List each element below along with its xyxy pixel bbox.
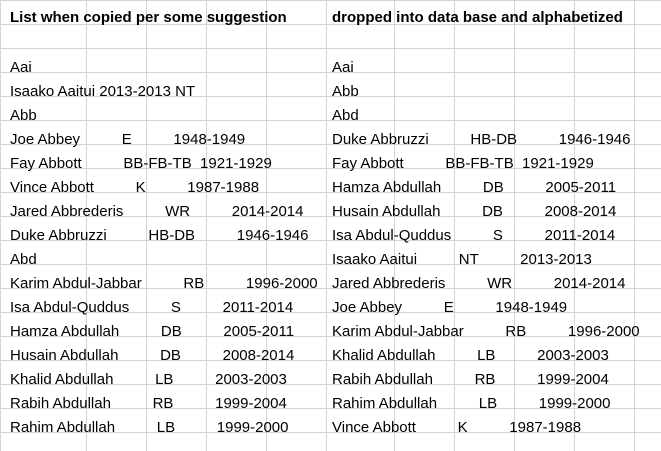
- list-cell[interactable]: Isaako Aaitui NT 2013-2013: [332, 251, 592, 268]
- list-cell[interactable]: Aai: [10, 59, 32, 76]
- list-cell[interactable]: Vince Abbott K 1987-1988: [10, 179, 260, 196]
- list-cell[interactable]: Hamza Abdullah DB 2005-2011: [332, 179, 617, 196]
- column-divider: [146, 0, 147, 451]
- list-cell[interactable]: Abb: [332, 83, 359, 100]
- list-cell[interactable]: Husain Abdullah DB 2008-2014: [332, 203, 617, 220]
- list-cell[interactable]: Isa Abdul-Quddus S 2011-2014: [10, 299, 294, 316]
- list-cell[interactable]: Rabih Abdullah RB 1999-2004: [332, 371, 609, 388]
- list-cell[interactable]: Duke Abbruzzi HB-DB 1946-1946: [332, 131, 631, 148]
- list-cell[interactable]: Rahim Abdullah LB 1999-2000: [332, 395, 611, 412]
- list-cell[interactable]: Duke Abbruzzi HB-DB 1946-1946: [10, 227, 309, 244]
- column-divider: [206, 0, 207, 451]
- column-divider: [574, 0, 575, 451]
- list-cell[interactable]: Fay Abbott BB-FB-TB 1921-1929: [10, 155, 272, 172]
- column-divider: [514, 0, 515, 451]
- right-list-header[interactable]: dropped into data base and alphabetized: [332, 9, 623, 26]
- list-cell[interactable]: Abd: [332, 107, 359, 124]
- left-list-header[interactable]: List when copied per some suggestion: [10, 9, 287, 26]
- list-cell[interactable]: Hamza Abdullah DB 2005-2011: [10, 323, 295, 340]
- column-divider: [86, 0, 87, 451]
- column-divider: [454, 0, 455, 451]
- list-cell[interactable]: Karim Abdul-Jabbar RB 1996-2000: [10, 275, 318, 292]
- list-cell[interactable]: Rabih Abdullah RB 1999-2004: [10, 395, 287, 412]
- list-cell[interactable]: Isa Abdul-Quddus S 2011-2014: [332, 227, 616, 244]
- list-cell[interactable]: Abd: [10, 251, 37, 268]
- list-cell[interactable]: Rahim Abdullah LB 1999-2000: [10, 419, 289, 436]
- column-divider: [634, 0, 635, 451]
- list-cell[interactable]: Joe Abbey E 1948-1949: [10, 131, 246, 148]
- list-cell[interactable]: Karim Abdul-Jabbar RB 1996-2000: [332, 323, 640, 340]
- list-cell[interactable]: Jared Abbrederis WR 2014-2014: [332, 275, 626, 292]
- list-cell[interactable]: Khalid Abdullah LB 2003-2003: [10, 371, 287, 388]
- list-cell[interactable]: Abb: [10, 107, 37, 124]
- list-cell[interactable]: Khalid Abdullah LB 2003-2003: [332, 347, 609, 364]
- column-divider: [326, 0, 327, 451]
- list-cell[interactable]: Aai: [332, 59, 354, 76]
- list-cell[interactable]: Isaako Aaitui 2013-2013 NT: [10, 83, 196, 100]
- list-cell[interactable]: Husain Abdullah DB 2008-2014: [10, 347, 295, 364]
- list-cell[interactable]: Fay Abbott BB-FB-TB 1921-1929: [332, 155, 594, 172]
- column-divider: [394, 0, 395, 451]
- list-cell[interactable]: Jared Abbrederis WR 2014-2014: [10, 203, 304, 220]
- list-cell[interactable]: Joe Abbey E 1948-1949: [332, 299, 568, 316]
- column-divider: [266, 0, 267, 451]
- list-cell[interactable]: Vince Abbott K 1987-1988: [332, 419, 582, 436]
